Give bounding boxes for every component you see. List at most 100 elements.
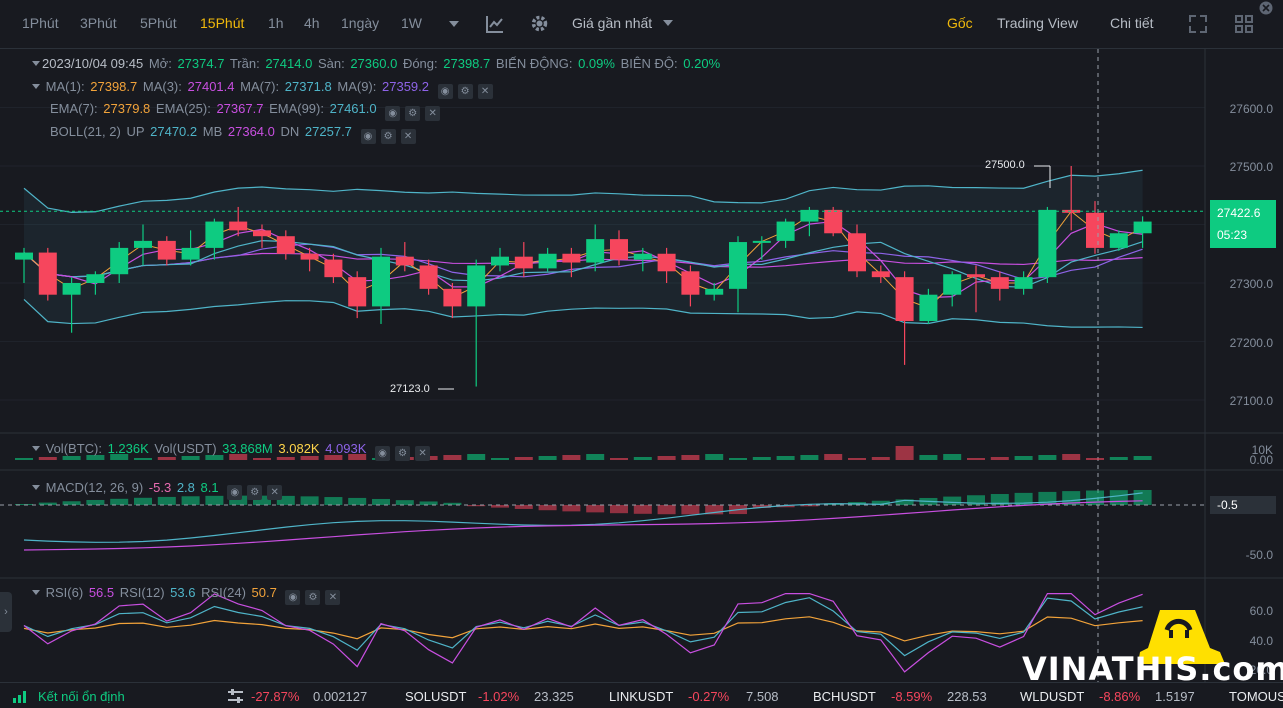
volume-bar — [1014, 456, 1033, 460]
collapse-icon[interactable] — [32, 61, 40, 66]
candle-countdown: 05:23 — [1217, 228, 1248, 242]
candle-body — [752, 240, 771, 243]
timeframe-1w[interactable]: 1W — [401, 15, 422, 31]
candle-body — [86, 274, 105, 283]
view-original[interactable]: Gốc — [947, 15, 973, 31]
gear-icon[interactable]: ⚙ — [405, 106, 421, 121]
candle-body — [943, 274, 962, 295]
macd-histogram-bar — [276, 495, 295, 505]
ticker-symbol[interactable]: WLDUSDT — [1020, 689, 1085, 704]
settings-gear-icon[interactable] — [529, 13, 550, 34]
macd-histogram-bar — [419, 501, 438, 505]
ticker-change: -8.86% — [1099, 689, 1141, 704]
eye-icon[interactable]: ◉ — [227, 485, 243, 500]
close-icon[interactable]: ✕ — [425, 106, 441, 121]
timeframe-5m[interactable]: 5Phút — [140, 15, 177, 31]
macd-histogram-bar — [514, 505, 533, 509]
timeframe-15m[interactable]: 15Phút — [200, 15, 245, 31]
candle-body — [1133, 221, 1152, 234]
timeframe-3m[interactable]: 3Phút — [80, 15, 117, 31]
view-depth[interactable]: Chi tiết — [1110, 15, 1154, 31]
candle-body — [1086, 212, 1104, 248]
volume-bar — [1109, 457, 1128, 460]
timeframe-1h[interactable]: 1h — [268, 15, 284, 31]
close-icon[interactable]: ✕ — [267, 485, 283, 500]
volume-bar — [300, 456, 319, 460]
side-panel-expand-icon[interactable]: › — [0, 592, 12, 632]
collapse-icon[interactable] — [32, 485, 40, 490]
layout-grid-icon[interactable] — [1234, 14, 1254, 34]
collapse-icon[interactable] — [32, 84, 40, 89]
collapse-icon[interactable] — [32, 590, 40, 595]
close-icon[interactable] — [1259, 1, 1273, 15]
candle-body — [800, 209, 819, 222]
macd-histogram-bar — [181, 496, 200, 505]
gear-icon[interactable]: ⚙ — [380, 129, 396, 144]
gear-icon[interactable]: ⚙ — [305, 590, 321, 605]
volume-bar — [514, 457, 533, 460]
macd-histogram-bar — [538, 505, 557, 511]
macd-histogram-bar — [800, 505, 819, 507]
close-icon[interactable]: ✕ — [477, 84, 493, 99]
collapse-icon[interactable] — [32, 446, 40, 451]
volume-bar — [776, 456, 795, 460]
macd-histogram-bar — [1062, 491, 1081, 505]
macd-histogram-bar — [1133, 490, 1152, 505]
macd-histogram-bar — [491, 505, 509, 508]
candle-body — [205, 221, 224, 248]
close-icon[interactable]: ✕ — [415, 446, 431, 461]
close-icon[interactable]: ✕ — [325, 590, 341, 605]
gear-icon[interactable]: ⚙ — [395, 446, 411, 461]
ticker-symbol[interactable]: BCHUSDT — [813, 689, 876, 704]
volume-bar — [871, 457, 890, 460]
timeframe-1m[interactable]: 1Phút — [22, 15, 59, 31]
candle-body — [538, 253, 557, 269]
eye-icon[interactable]: ◉ — [360, 129, 376, 144]
volume-bar — [1062, 454, 1081, 460]
volume-bar — [62, 456, 81, 460]
candle-body — [1038, 209, 1057, 278]
price-axis-tick: 27100.0 — [1229, 394, 1273, 408]
volume-bar — [491, 458, 509, 460]
candle-body — [633, 253, 652, 260]
eye-icon[interactable]: ◉ — [375, 446, 391, 461]
view-tradingview[interactable]: Trading View — [997, 15, 1078, 31]
macd-histogram-bar — [1014, 492, 1033, 505]
price-chart[interactable] — [0, 49, 1283, 682]
ticker-settings-icon[interactable] — [228, 689, 243, 703]
candle-body — [491, 256, 509, 266]
indicator-chart-icon[interactable] — [485, 14, 505, 34]
gear-icon[interactable]: ⚙ — [247, 485, 263, 500]
macd-histogram-bar — [443, 502, 462, 505]
gear-icon[interactable]: ⚙ — [457, 84, 473, 99]
fullscreen-icon[interactable] — [1188, 14, 1208, 34]
ticker-symbol[interactable]: TOMOUSDT — [1229, 689, 1283, 704]
volume-bar — [919, 455, 938, 460]
macd-histogram-bar — [157, 496, 176, 505]
price-axis-tick: 27300.0 — [1229, 277, 1273, 291]
price-axis-tick: 27600.0 — [1229, 102, 1273, 116]
candle-body — [610, 239, 628, 260]
volume-legend: Vol(BTC): 1.236K Vol(USDT) 33.868M 3.082… — [32, 441, 432, 461]
ticker-symbol[interactable]: LINKUSDT — [609, 689, 674, 704]
watermark-logo: VINATHIS.com — [1020, 608, 1283, 688]
timeframe-4h[interactable]: 4h — [304, 15, 320, 31]
eye-icon[interactable]: ◉ — [437, 84, 453, 99]
timeframe-1d[interactable]: 1ngày — [341, 15, 380, 31]
connection-status: Kết nối ổn định — [38, 689, 125, 704]
signal-icon — [13, 691, 26, 703]
ticker-change: -1.02% — [478, 689, 520, 704]
volume-bar — [276, 457, 295, 460]
close-icon[interactable]: ✕ — [400, 129, 416, 144]
volume-bar — [134, 458, 152, 460]
macd-legend: MACD(12, 26, 9) -5.3 2.8 8.1 ◉ ⚙ ✕ — [32, 480, 284, 500]
macd-histogram-bar — [610, 505, 628, 514]
volume-axis-tick: 10K — [1251, 443, 1273, 457]
ticker-symbol[interactable]: SOLUSDT — [405, 689, 467, 704]
volume-bar — [943, 454, 962, 460]
ticker-change: -8.59% — [891, 689, 933, 704]
eye-icon[interactable]: ◉ — [285, 590, 301, 605]
price-type-select[interactable]: Giá gần nhất — [572, 15, 653, 31]
more-timeframes-icon[interactable] — [449, 21, 459, 27]
eye-icon[interactable]: ◉ — [385, 106, 401, 121]
